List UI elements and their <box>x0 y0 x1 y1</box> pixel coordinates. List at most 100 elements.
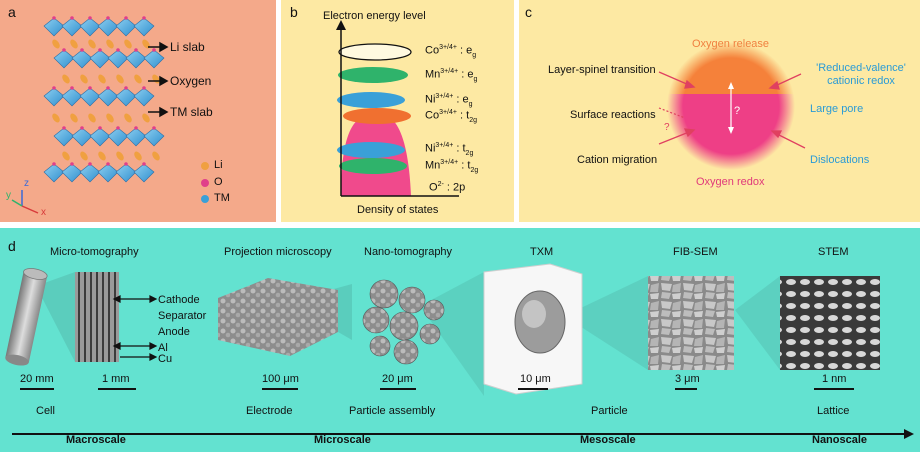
dos-axis-label: Density of states <box>357 204 439 216</box>
tm-octahedron <box>79 17 101 37</box>
oxygen-atom <box>80 126 84 130</box>
scale-bar-20mm <box>20 388 54 390</box>
tm-octahedron <box>79 163 101 183</box>
oxygen-atom <box>52 86 56 90</box>
li-ion <box>134 74 142 84</box>
li-ion <box>116 151 124 161</box>
oxygen-atom <box>62 48 66 52</box>
tm-octahedron <box>53 127 75 147</box>
band-label-ni-t2g: Ni3+/4+ : t2g <box>425 142 474 157</box>
technique-nano-tomography: Nano-tomography <box>364 246 453 258</box>
scale-bar-label-100um: 100 μm <box>262 373 299 385</box>
tm-octahedron <box>97 17 119 37</box>
panel-a-letter: a <box>8 4 16 20</box>
oxygen-atom <box>106 16 110 20</box>
band-label-co-eg: Co3+/4+ : eg <box>425 44 477 59</box>
oxygen-atom <box>116 48 120 52</box>
technique-projection-microscopy: Projection microscopy <box>224 246 332 258</box>
li-ion <box>70 39 78 49</box>
li-ion <box>88 39 96 49</box>
li-ion <box>62 151 70 161</box>
li-ion <box>124 39 132 49</box>
li-slab-label: Li slab <box>170 40 205 54</box>
tm-octahedron <box>133 87 155 107</box>
tm-octahedron <box>115 87 137 107</box>
tm-octahedron <box>43 163 65 183</box>
tm-octahedron <box>125 49 147 69</box>
layered-crystal-structure <box>11 16 209 214</box>
co-t2g-band <box>343 108 411 124</box>
tm-octahedron <box>97 163 119 183</box>
tm-slab-label: TM slab <box>170 105 213 119</box>
scale-bar-label-10um: 10 μm <box>520 373 551 385</box>
li-ion <box>70 113 78 123</box>
particle-assembly <box>362 279 445 365</box>
oxygen-release-label: Oxygen release <box>692 38 770 50</box>
mn-t2g-band <box>339 158 407 174</box>
oxygen-atom <box>70 86 74 90</box>
panel-c-letter: c <box>525 4 532 20</box>
li-ion <box>62 74 70 84</box>
technique-stem: STEM <box>818 246 849 258</box>
oxygen-atom <box>62 126 66 130</box>
oxygen-atom <box>52 162 56 166</box>
tm-octahedron <box>71 49 93 69</box>
li-ion <box>88 113 96 123</box>
oxygen-atom <box>152 126 156 130</box>
oxygen-atom <box>124 162 128 166</box>
tm-octahedron <box>143 127 165 147</box>
tm-octahedron <box>89 49 111 69</box>
oxygen-atom <box>134 126 138 130</box>
object-electrode: Electrode <box>246 405 293 417</box>
electrode-volume <box>218 278 338 356</box>
oxygen-atom <box>98 126 102 130</box>
panel-c-oxygen-redox: c ? ? Oxygen release Oxygen redox Layer-… <box>519 0 920 222</box>
electrode-cross-section <box>75 272 119 362</box>
oxygen-atom <box>142 16 146 20</box>
oxygen-release-hemisphere <box>668 42 794 94</box>
li-ion <box>52 113 60 123</box>
axis-y-label: y <box>6 190 11 201</box>
band-label-mn-eg: Mn3+/4+ : eg <box>425 68 478 83</box>
panel-b-density-of-states: b Electron energy level Co3+/4+ : eg Mn3… <box>281 0 514 222</box>
oxygen-atom <box>70 162 74 166</box>
li-ion <box>98 74 106 84</box>
scale-macroscale: Macroscale <box>66 434 126 446</box>
panel-a-layered-structure: a Li slab Oxygen TM slab Li O TM z y x <box>0 0 276 222</box>
legend-li: Li <box>214 159 223 171</box>
oxygen-atom <box>116 126 120 130</box>
tm-octahedron <box>43 87 65 107</box>
tm-octahedron <box>53 49 75 69</box>
oxygen-atom <box>142 86 146 90</box>
li-ion <box>116 74 124 84</box>
layer-separator: Separator <box>158 310 207 322</box>
tm-octahedron <box>43 17 65 37</box>
scale-bar-20um <box>380 388 416 390</box>
tm-octahedron <box>61 163 83 183</box>
legend-o: O <box>214 176 223 188</box>
layer-spinel-label: Layer-spinel transition <box>548 64 656 76</box>
tm-octahedron <box>133 17 155 37</box>
oxygen-atom <box>134 48 138 52</box>
object-lattice: Lattice <box>817 405 850 417</box>
li-ion <box>134 151 142 161</box>
oxygen-label: Oxygen <box>170 74 212 88</box>
band-diagram <box>336 20 459 197</box>
technique-micro-tomography: Micro-tomography <box>50 246 139 258</box>
large-pore-label: Large pore <box>810 103 864 115</box>
oxygen-atom <box>70 16 74 20</box>
li-ion <box>52 39 60 49</box>
scale-bar-label-20mm: 20 mm <box>20 373 54 385</box>
object-particle: Particle <box>591 405 628 417</box>
scale-bar-100um <box>262 388 298 390</box>
scale-bar-label-3um: 3 μm <box>675 373 700 385</box>
panel-d-imaging-scales: d <box>0 228 920 452</box>
tm-octahedron <box>61 87 83 107</box>
li-ion <box>142 39 150 49</box>
scale-bar-1nm <box>814 388 854 390</box>
li-ion <box>142 113 150 123</box>
panel-d-letter: d <box>8 238 16 254</box>
tm-octahedron <box>115 163 137 183</box>
scale-bar-label-20um: 20 μm <box>382 373 413 385</box>
object-cell: Cell <box>36 405 55 417</box>
